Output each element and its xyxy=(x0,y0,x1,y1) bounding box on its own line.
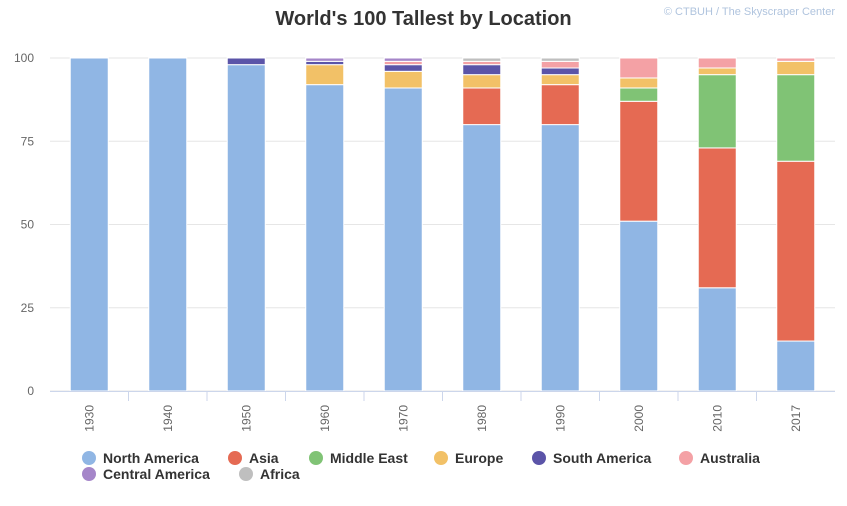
bar-segment[interactable] xyxy=(776,74,816,162)
bar-segment[interactable] xyxy=(305,57,345,62)
legend-label: Asia xyxy=(249,450,279,466)
bar-segment[interactable] xyxy=(619,87,659,102)
x-tick-label: 1940 xyxy=(161,405,175,432)
bar-segment[interactable] xyxy=(540,84,580,126)
y-tick-label: 75 xyxy=(21,134,35,148)
legend-marker xyxy=(532,451,546,465)
legend-item[interactable]: Middle East xyxy=(309,450,408,466)
bar-segment[interactable] xyxy=(776,57,816,62)
bar-segment[interactable] xyxy=(697,67,737,76)
bar-segment[interactable] xyxy=(540,74,580,86)
bar-segment[interactable] xyxy=(462,74,502,89)
y-tick-label: 100 xyxy=(14,51,34,65)
bar-segment[interactable] xyxy=(776,60,816,76)
bar-segment[interactable] xyxy=(69,57,109,392)
x-tick-label: 1960 xyxy=(318,405,332,432)
bar-segment[interactable] xyxy=(540,60,580,69)
legend-marker xyxy=(82,451,96,465)
legend-marker xyxy=(679,451,693,465)
legend-marker xyxy=(239,467,253,481)
bar-segment[interactable] xyxy=(383,64,423,72)
legend-item[interactable]: South America xyxy=(532,450,651,466)
x-tick-label: 2000 xyxy=(632,405,646,432)
bar-segment[interactable] xyxy=(619,77,659,89)
bar-segment[interactable] xyxy=(619,100,659,222)
bar-segment[interactable] xyxy=(697,147,737,289)
bar-segment[interactable] xyxy=(697,74,737,149)
credit-text[interactable]: © CTBUH / The Skyscraper Center xyxy=(663,6,835,18)
bar-segment[interactable] xyxy=(226,57,266,66)
legend-label: Middle East xyxy=(330,450,408,466)
bar-segment[interactable] xyxy=(540,67,580,76)
y-tick-label: 0 xyxy=(27,384,34,398)
legend-marker xyxy=(82,467,96,481)
bar-segment[interactable] xyxy=(619,220,659,392)
legend-marker xyxy=(434,451,448,465)
bar-segment[interactable] xyxy=(462,87,502,126)
legend-item[interactable]: Africa xyxy=(239,466,300,482)
bar-segment[interactable] xyxy=(305,84,345,392)
bar-segment[interactable] xyxy=(226,64,266,392)
x-tick-label: 1980 xyxy=(475,405,489,432)
legend-item[interactable]: North America xyxy=(82,450,199,466)
x-tick-label: 1990 xyxy=(553,405,567,432)
bar-segment[interactable] xyxy=(383,87,423,392)
x-tick-label: 2010 xyxy=(710,405,724,432)
legend-marker xyxy=(228,451,242,465)
bar-segment[interactable] xyxy=(697,287,737,392)
legend-item[interactable]: Australia xyxy=(679,450,760,466)
bar-segment[interactable] xyxy=(697,57,737,69)
bar-segment[interactable] xyxy=(776,160,816,342)
bar-segment[interactable] xyxy=(540,57,580,62)
bar-segment[interactable] xyxy=(619,57,659,79)
legend-item[interactable]: Central America xyxy=(82,466,210,482)
legend-label: Africa xyxy=(260,466,300,482)
chart-title: World's 100 Tallest by Location xyxy=(275,8,572,30)
bar-segment[interactable] xyxy=(540,124,580,392)
legend-label: Australia xyxy=(700,450,760,466)
legend-label: North America xyxy=(103,450,199,466)
bar-segment[interactable] xyxy=(383,57,423,62)
bar-segment[interactable] xyxy=(462,64,502,76)
bar-segment[interactable] xyxy=(462,57,502,62)
y-tick-label: 25 xyxy=(21,301,35,315)
x-tick-label: 1970 xyxy=(396,405,410,432)
bar-segment[interactable] xyxy=(776,340,816,392)
bar-segment[interactable] xyxy=(383,70,423,89)
legend-marker xyxy=(309,451,323,465)
y-tick-label: 50 xyxy=(21,218,35,232)
legend-label: Central America xyxy=(103,466,210,482)
x-tick-label: 1930 xyxy=(82,405,96,432)
bars xyxy=(69,57,816,392)
legend-label: Europe xyxy=(455,450,503,466)
bar-segment[interactable] xyxy=(305,64,345,86)
legend-item[interactable]: Europe xyxy=(434,450,503,466)
x-tick-label: 1950 xyxy=(239,405,253,432)
legend-item[interactable]: Asia xyxy=(228,450,279,466)
legend-label: South America xyxy=(553,450,651,466)
axes: 0 25 50 75 100 1930 1940 1950 1960 1970 1980 1990 20… xyxy=(14,51,835,432)
legend: North America Asia Middle East Europe South … xyxy=(82,450,760,482)
x-tick-label: 2017 xyxy=(789,405,803,432)
bar-segment[interactable] xyxy=(148,57,188,392)
bar-segment[interactable] xyxy=(462,124,502,392)
